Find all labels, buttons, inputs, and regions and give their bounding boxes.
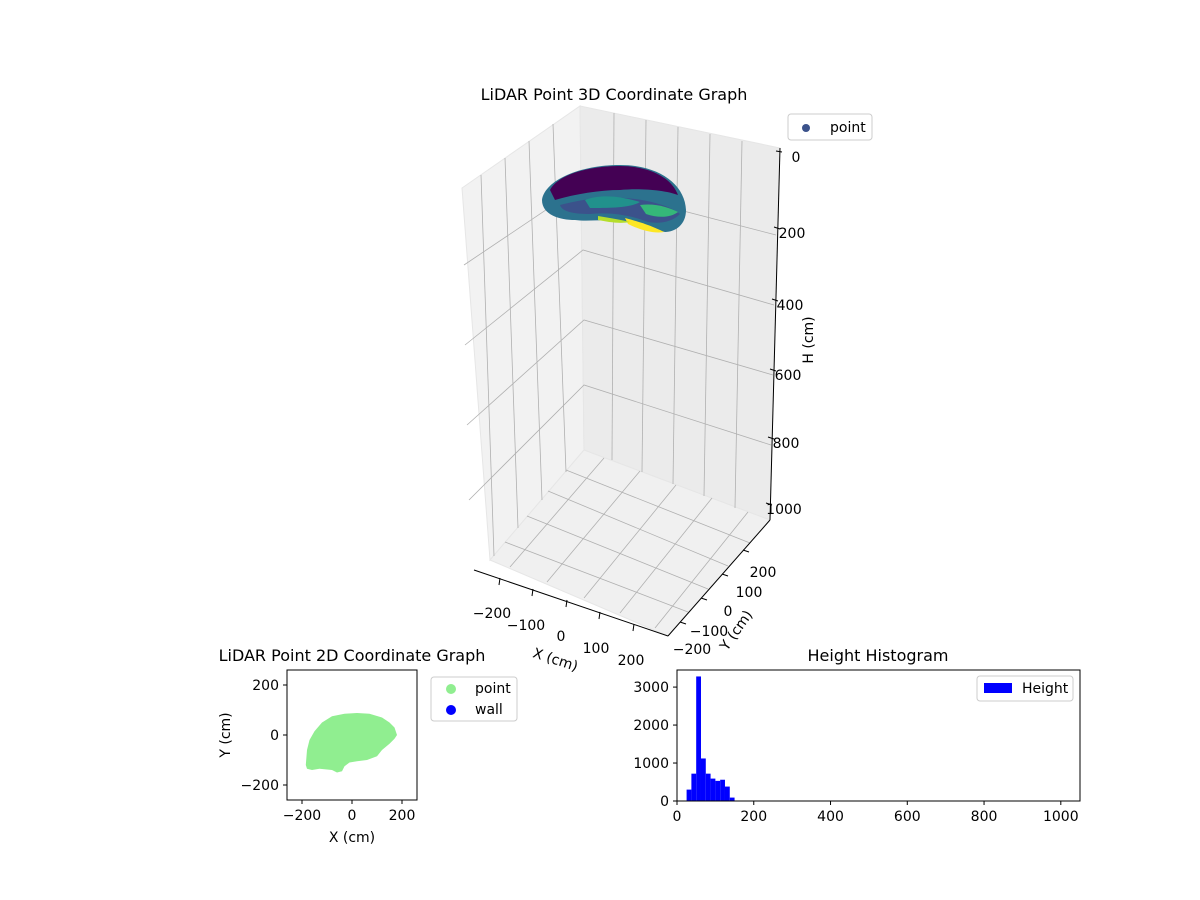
x-axis-label-3d: X (cm) xyxy=(531,645,580,675)
hist-x-tick-label: 600 xyxy=(894,809,921,825)
x-tick-label-2d: 200 xyxy=(389,808,416,824)
x-tick-3d: −200 xyxy=(473,606,511,622)
y-tick-3d: 0 xyxy=(724,604,733,620)
histogram-bar xyxy=(691,773,697,801)
y-tick-3d: −200 xyxy=(673,642,711,658)
chart-2d-title: LiDAR Point 2D Coordinate Graph xyxy=(219,646,486,665)
x-tick-label-2d: −200 xyxy=(283,808,321,824)
legend-2d: point wall xyxy=(430,676,518,722)
x-tick-3d: 0 xyxy=(557,629,566,645)
legend-3d-marker xyxy=(802,124,810,132)
histogram-bars xyxy=(686,676,735,801)
histogram-title: Height Histogram xyxy=(808,646,949,665)
histogram-bar xyxy=(724,786,730,801)
legend-3d: point xyxy=(787,113,873,141)
hist-x-tick-label: 1000 xyxy=(1043,809,1079,825)
z-tick-3d: 200 xyxy=(779,226,806,242)
histogram-frame xyxy=(676,669,1081,802)
chart-3d-title: LiDAR Point 3D Coordinate Graph xyxy=(481,85,748,104)
axis-ticks-2d: −200 0 200 −200 0 200 xyxy=(241,678,416,824)
legend-histogram: Height xyxy=(976,675,1074,702)
y-tick-3d: 100 xyxy=(736,585,763,601)
histogram-bar xyxy=(686,789,692,801)
chart-3d: LiDAR Point 3D Coordinate Graph xyxy=(461,85,873,675)
axis-y-3d xyxy=(667,519,771,637)
x-tick-3d: 200 xyxy=(618,653,645,669)
z-tick-3d: 400 xyxy=(777,298,804,314)
point-cloud-3d xyxy=(542,165,686,233)
hist-y-tick-label: 1000 xyxy=(633,756,669,772)
chart-2d: LiDAR Point 2D Coordinate Graph −200 0 200… xyxy=(218,646,518,846)
histogram-bar xyxy=(705,773,711,801)
z-tick-3d: 1000 xyxy=(766,502,802,518)
hist-x-tick-label: 800 xyxy=(971,809,998,825)
hist-x-tick-label: 400 xyxy=(817,809,844,825)
y-axis-label-2d: Y (cm) xyxy=(218,712,234,758)
hist-x-tick-label: 0 xyxy=(673,809,682,825)
histogram-bar xyxy=(715,780,721,801)
axis-x-3d xyxy=(473,569,669,637)
x-axis-label-2d: X (cm) xyxy=(329,830,375,846)
y-tick-3d: 200 xyxy=(750,565,777,581)
z-axis-label-3d: H (cm) xyxy=(801,316,817,363)
axis-z-3d xyxy=(769,147,781,521)
legend-2d-marker-point xyxy=(446,684,456,694)
legend-2d-label-point: point xyxy=(475,681,511,697)
histogram-bar xyxy=(696,676,701,801)
y-tick-label-2d: 0 xyxy=(270,728,279,744)
legend-2d-marker-wall xyxy=(446,705,456,715)
histogram-bar xyxy=(700,758,706,801)
histogram-bar xyxy=(710,778,716,801)
x-tick-3d: −100 xyxy=(507,618,545,634)
hist-y-tick-label: 0 xyxy=(660,794,669,810)
point-cloud-2d xyxy=(305,713,397,773)
y-tick-label-2d: −200 xyxy=(241,778,279,794)
histogram-bar xyxy=(720,779,725,801)
y-tick-3d: −100 xyxy=(690,624,728,640)
hist-x-tick-label: 200 xyxy=(740,809,767,825)
legend-histogram-swatch xyxy=(984,683,1012,693)
histogram-bar xyxy=(729,797,735,801)
hist-y-tick-label: 2000 xyxy=(633,718,669,734)
z-tick-3d: 0 xyxy=(792,150,801,166)
legend-2d-label-wall: wall xyxy=(475,702,503,718)
x-tick-3d: 100 xyxy=(583,641,610,657)
histogram-ticks: 0 200 400 600 800 1000 0 1000 2000 3000 xyxy=(633,680,1078,825)
legend-3d-label: point xyxy=(830,120,866,136)
legend-histogram-label: Height xyxy=(1022,681,1069,697)
x-tick-label-2d: 0 xyxy=(348,808,357,824)
chart-histogram: Height Histogram 0 200 400 600 800 1000 0 1000 2… xyxy=(633,646,1081,825)
y-tick-label-2d: 200 xyxy=(252,678,279,694)
z-tick-3d: 800 xyxy=(773,436,800,452)
z-tick-3d: 600 xyxy=(775,368,802,384)
hist-y-tick-label: 3000 xyxy=(633,680,669,696)
